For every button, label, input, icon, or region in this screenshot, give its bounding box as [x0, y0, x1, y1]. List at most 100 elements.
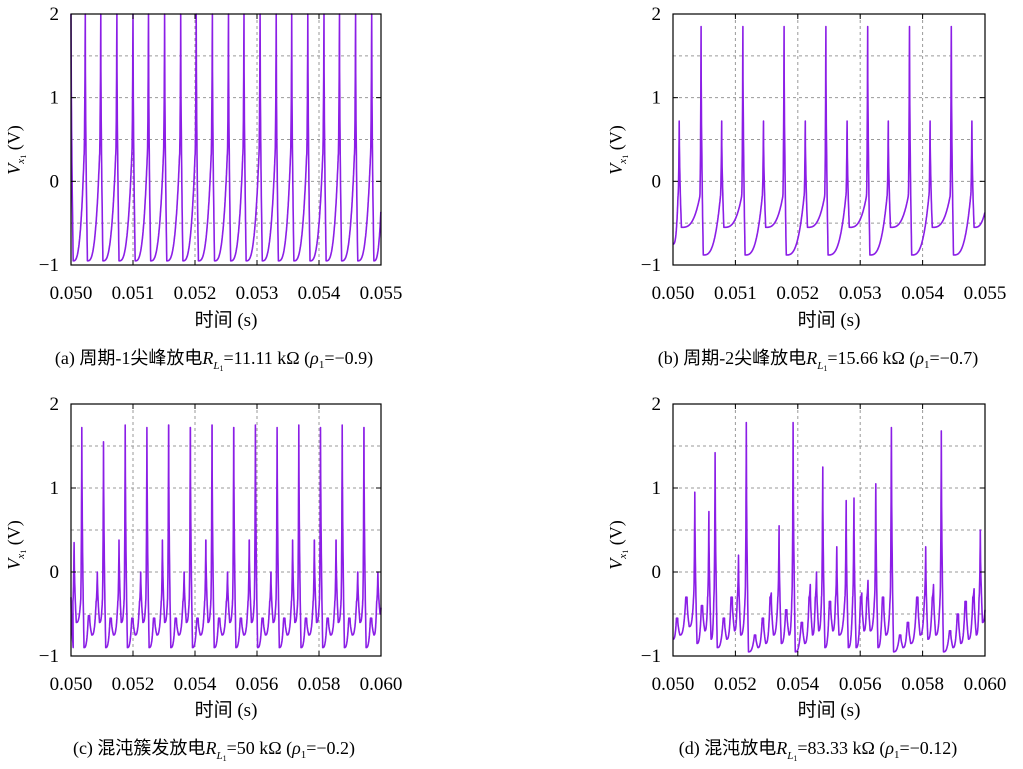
- caption-r-subscript: L: [215, 750, 222, 762]
- y-label-unit: (V): [4, 125, 25, 155]
- y-label-subscript: x: [617, 159, 629, 165]
- x-tick-label: 0.055: [964, 283, 1007, 304]
- x-tick-label: 0.058: [298, 674, 341, 695]
- caption-rho-value: =−0.2): [306, 738, 355, 759]
- caption-r-subscript-index: 1: [793, 754, 797, 763]
- caption-prefix: (a) 周期-1尖峰放电: [55, 348, 202, 369]
- x-tick-label: 0.054: [901, 283, 944, 304]
- x-tick-label: 0.053: [236, 283, 279, 304]
- caption-prefix: (c) 混沌簇发放电: [73, 738, 205, 759]
- caption-r-value: =50 kΩ (: [227, 738, 293, 759]
- y-label-subscript-index: 1: [19, 155, 28, 159]
- panel-caption: (d) 混沌放电RL1=83.33 kΩ (ρ1=−0.12): [679, 738, 958, 763]
- x-axis-label: 时间 (s): [798, 699, 861, 721]
- caption-prefix: (d) 混沌放电: [679, 738, 777, 759]
- panel-a: 0.050 0.051 0.052 0.053 0.054 0.055 −1 0 1 2 时间 (s…: [4, 4, 402, 373]
- caption-prefix: (b) 周期-2尖峰放电: [658, 348, 806, 369]
- y-tick-label: 1: [652, 88, 662, 109]
- y-tick-label: 1: [50, 478, 60, 499]
- y-axis-label: Vx1 (V): [606, 520, 630, 569]
- x-tick-label: 0.051: [714, 283, 757, 304]
- panel-caption: (a) 周期-1尖峰放电RL1=11.11 kΩ (ρ1=−0.9): [55, 348, 373, 373]
- voltage-trace: [70, 424, 382, 649]
- x-tick-label: 0.060: [360, 674, 403, 695]
- x-axis-label: 时间 (s): [195, 309, 258, 331]
- y-label-symbol: V: [606, 162, 626, 175]
- y-tick-label: −1: [39, 646, 59, 667]
- y-label-subscript-index: 1: [621, 550, 630, 554]
- caption-rho-symbol: ρ: [914, 348, 924, 368]
- caption-rho-symbol: ρ: [309, 348, 319, 368]
- plot-frame: [672, 13, 986, 266]
- caption-r-subscript-index: 1: [223, 754, 227, 763]
- y-tick-label: 2: [50, 4, 60, 25]
- y-label-subscript: x: [15, 554, 27, 560]
- caption-r-symbol: R: [775, 738, 787, 758]
- voltage-trace: [70, 13, 382, 262]
- caption-rho-subscript: 1: [894, 749, 900, 761]
- x-tick-label: 0.050: [50, 674, 93, 695]
- x-tick-label: 0.052: [776, 283, 819, 304]
- x-tick-label: 0.052: [174, 283, 217, 304]
- x-tick-label: 0.055: [360, 283, 403, 304]
- y-tick-label: 0: [50, 562, 60, 583]
- y-tick-label: 0: [652, 171, 662, 192]
- x-axis-label: 时间 (s): [798, 309, 861, 331]
- x-tick-label: 0.050: [50, 283, 93, 304]
- plot-frame: [70, 403, 382, 657]
- x-tick-label: 0.050: [652, 283, 695, 304]
- plot-frame: [672, 403, 986, 657]
- caption-r-subscript-index: 1: [219, 364, 223, 373]
- caption-rho-value: =−0.9): [324, 348, 373, 369]
- y-label-symbol: V: [4, 162, 24, 175]
- caption-r-symbol: R: [201, 348, 213, 368]
- y-label-unit: (V): [606, 125, 627, 155]
- plot-frame: [70, 13, 382, 266]
- y-tick-label: −1: [641, 255, 661, 276]
- x-tick-label: 0.058: [901, 674, 944, 695]
- x-tick-label: 0.056: [839, 674, 882, 695]
- caption-r-subscript: L: [212, 360, 219, 372]
- caption-rho-subscript: 1: [319, 359, 325, 371]
- caption-r-subscript-index: 1: [823, 364, 827, 373]
- y-tick-label: 0: [50, 171, 60, 192]
- panel-d: 0.050 0.052 0.054 0.056 0.058 0.060 −1 0 1 2 时间 (s…: [606, 394, 1006, 763]
- caption-rho-subscript: 1: [924, 359, 930, 371]
- panel-caption: (c) 混沌簇发放电RL1=50 kΩ (ρ1=−0.2): [73, 738, 355, 763]
- caption-r-value: =11.11 kΩ (: [223, 348, 310, 369]
- y-label-subscript: x: [15, 159, 27, 165]
- x-tick-label: 0.054: [298, 283, 341, 304]
- caption-rho-symbol: ρ: [884, 738, 894, 758]
- x-tick-label: 0.052: [112, 674, 155, 695]
- y-label-symbol: V: [4, 557, 24, 570]
- y-tick-label: −1: [641, 646, 661, 667]
- y-tick-label: 2: [652, 394, 662, 415]
- y-tick-label: 1: [652, 478, 662, 499]
- caption-r-value: =15.66 kΩ (: [827, 348, 915, 369]
- x-tick-label: 0.051: [112, 283, 155, 304]
- x-tick-label: 0.060: [964, 674, 1007, 695]
- y-tick-label: 2: [652, 4, 662, 25]
- y-axis-label: Vx1 (V): [606, 125, 630, 174]
- y-tick-label: 1: [50, 88, 60, 109]
- x-tick-label: 0.054: [174, 674, 217, 695]
- y-label-subscript: x: [617, 554, 629, 560]
- x-tick-label: 0.054: [776, 674, 819, 695]
- caption-r-symbol: R: [805, 348, 817, 368]
- caption-r-symbol: R: [204, 738, 216, 758]
- panel-caption: (b) 周期-2尖峰放电RL1=15.66 kΩ (ρ1=−0.7): [658, 348, 979, 373]
- y-label-unit: (V): [606, 520, 627, 550]
- caption-r-subscript: L: [786, 750, 793, 762]
- x-tick-label: 0.050: [652, 674, 695, 695]
- x-axis-label: 时间 (s): [195, 699, 258, 721]
- panel-c: 0.050 0.052 0.054 0.056 0.058 0.060 −1 0 1 2 时间 (s…: [4, 394, 402, 763]
- x-tick-label: 0.052: [714, 674, 757, 695]
- caption-r-value: =83.33 kΩ (: [797, 738, 885, 759]
- caption-rho-value: =−0.12): [900, 738, 958, 759]
- y-label-subscript-index: 1: [19, 550, 28, 554]
- y-label-subscript-index: 1: [621, 155, 630, 159]
- y-tick-label: −1: [39, 255, 59, 276]
- y-axis-label: Vx1 (V): [4, 125, 28, 174]
- caption-rho-subscript: 1: [301, 749, 307, 761]
